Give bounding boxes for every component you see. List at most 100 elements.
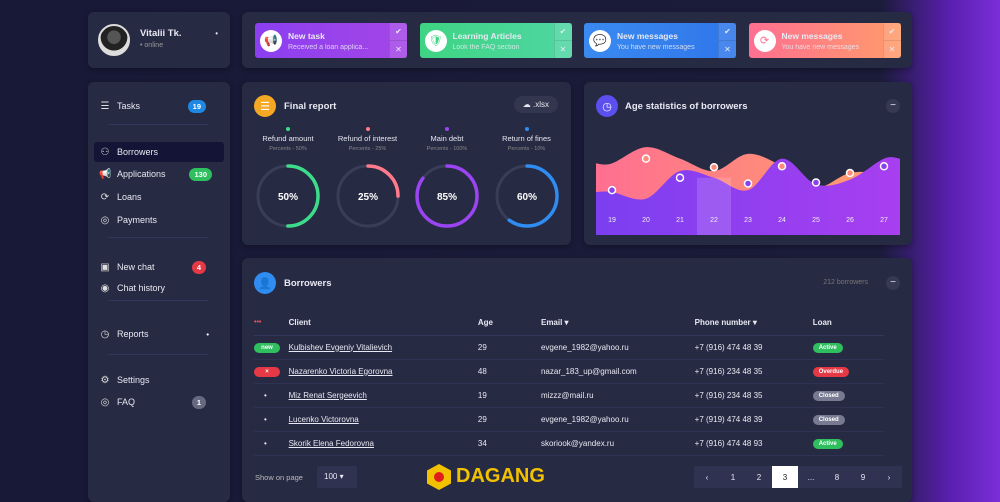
data-point: [777, 162, 787, 171]
accept-check-icon[interactable]: ✔: [553, 23, 572, 40]
gauge-percent: 85%: [437, 192, 457, 203]
profile-menu-dot[interactable]: •: [215, 29, 218, 38]
dismiss-x-icon[interactable]: ✕: [389, 40, 407, 58]
borrowers-table: ••• Client Age Email ▾ Phone number ▾ Loan new…: [254, 311, 884, 456]
x-tick-label: 25: [812, 217, 820, 224]
profile-name: Vitalii Tk.: [140, 28, 182, 39]
report-icon: ☰: [254, 95, 276, 117]
dismiss-x-icon[interactable]: ✕: [882, 40, 901, 58]
table-row[interactable]: • Lucenko Victorovna 29 evgene_1982@yahoo.r…: [254, 407, 884, 432]
sidebar: ☰ Tasks 19 ⚇ Borrowers 📢 Applications 130 ⟳ Loans…: [88, 82, 230, 502]
select-all-dots[interactable]: •••: [254, 311, 289, 336]
page-size-select[interactable]: 100 ▾: [317, 466, 357, 488]
client-link[interactable]: Skorik Elena Fedorovna: [288, 438, 374, 448]
data-point: [743, 179, 753, 188]
prev-page-button[interactable]: ‹: [694, 466, 720, 488]
phone-cell: +7 (919) 474 48 39: [694, 407, 813, 432]
progress-ring: 85%: [415, 164, 479, 228]
sidebar-item-label: Tasks: [117, 101, 141, 111]
notification-card[interactable]: 🛡 Learning Articles Look the FAQ section ✔ ✕: [419, 23, 572, 58]
data-point: [709, 162, 719, 172]
progress-ring: 60%: [494, 164, 559, 228]
sidebar-item-settings[interactable]: ⚙ Settings: [94, 370, 224, 390]
count-badge: 4: [191, 260, 206, 274]
email-cell: nazar_183_up@gmail.com: [540, 359, 695, 384]
email-cell: skoriook@yandex.ru: [540, 431, 695, 456]
sidebar-item-borrowers[interactable]: ⚇ Borrowers: [94, 142, 224, 162]
sidebar-item-chat-history[interactable]: ◉ Chat history: [94, 278, 224, 298]
dismiss-x-icon[interactable]: ✕: [718, 40, 736, 58]
collapse-button[interactable]: −: [886, 99, 900, 113]
profile-card[interactable]: Vitalii Tk. • online •: [88, 12, 230, 68]
loan-status-badge: Active: [812, 342, 843, 353]
age-area-chart: 19 20 21 22 23 24 25 26 27: [596, 147, 900, 235]
gauge-label: Refund amount: [262, 134, 314, 143]
gauge-sublabel: Percents - 25%: [348, 146, 387, 152]
report-gauge: Refund amount Percents - 50% 50%: [249, 127, 327, 232]
shield-icon: 🛡: [424, 29, 447, 52]
sidebar-item-payments[interactable]: ◎ Payments: [94, 210, 224, 230]
count-badge: 130: [189, 167, 212, 181]
phone-cell: +7 (916) 474 48 39: [694, 335, 813, 360]
table-row[interactable]: × Nazarenko Victoria Egorovna 48 nazar_183_…: [254, 359, 884, 384]
expand-dot[interactable]: •: [206, 329, 209, 339]
next-page-button[interactable]: ›: [876, 466, 902, 488]
gear-icon: ⚙: [100, 374, 110, 386]
avatar: [98, 24, 130, 56]
gauge-percent: 25%: [357, 192, 377, 203]
page-button[interactable]: 3: [772, 466, 798, 488]
show-on-page-label: Show on page: [255, 473, 303, 482]
table-row[interactable]: new Kulbishev Evgeniy Vitalievich 29 evgene…: [254, 335, 884, 360]
notification-card[interactable]: ⟳ New messages You have new messages ✔ ✕: [748, 23, 901, 58]
legend-dot: [445, 127, 449, 131]
gauge-sublabel: Percents - 50%: [269, 146, 307, 152]
client-link[interactable]: Kulbishev Evgeniy Vitalievich: [288, 342, 393, 352]
sidebar-item-faq[interactable]: ◎ FAQ 1: [94, 392, 224, 412]
age-cell: 19: [477, 383, 541, 408]
row-tag[interactable]: ×: [254, 366, 280, 377]
accept-check-icon[interactable]: ✔: [389, 23, 407, 40]
page-button[interactable]: 8: [824, 466, 850, 488]
page-button[interactable]: 1: [720, 466, 746, 488]
client-link[interactable]: Lucenko Victorovna: [288, 414, 359, 424]
gauge-percent: 50%: [278, 192, 298, 203]
sidebar-item-label: New chat: [117, 262, 155, 272]
lifebuoy-icon: ◎: [100, 396, 110, 408]
sidebar-item-label: Loans: [117, 192, 142, 202]
notification-text: Received a loan applica...: [288, 43, 369, 51]
row-tag[interactable]: new: [254, 342, 280, 353]
collapse-button[interactable]: −: [886, 276, 900, 290]
page-button[interactable]: ...: [798, 466, 824, 488]
sidebar-item-tasks[interactable]: ☰ Tasks 19: [94, 96, 224, 116]
dismiss-x-icon[interactable]: ✕: [553, 40, 572, 58]
column-header[interactable]: Phone number ▾: [694, 311, 813, 336]
accept-check-icon[interactable]: ✔: [882, 23, 901, 40]
client-link[interactable]: Nazarenko Victoria Egorovna: [288, 366, 393, 376]
sliders-icon: ☰: [100, 100, 110, 112]
sidebar-item-reports[interactable]: ◷ Reports •: [94, 324, 224, 344]
count-badge: 1: [191, 395, 206, 409]
page-button[interactable]: 2: [746, 466, 772, 488]
sidebar-item-applications[interactable]: 📢 Applications 130: [94, 164, 224, 184]
sidebar-item-new-chat[interactable]: ▣ New chat 4: [94, 257, 224, 277]
table-row[interactable]: • Miz Renat Sergeevich 19 mizzz@mail.ru +7 (…: [254, 383, 884, 408]
notification-card[interactable]: 📢 New task Received a loan applica... ✔ ✕: [255, 23, 407, 58]
divider: [108, 354, 208, 355]
age-cell: 29: [477, 407, 541, 432]
table-row[interactable]: • Skorik Elena Fedorovna 34 skoriook@yandex…: [254, 431, 884, 456]
progress-ring: 50%: [256, 164, 320, 228]
sidebar-item-label: Applications: [117, 169, 166, 179]
accept-check-icon[interactable]: ✔: [718, 23, 736, 40]
page-button[interactable]: 9: [850, 466, 876, 488]
count-badge: 19: [187, 99, 206, 113]
watermark-logo: [427, 464, 451, 490]
gauge-sublabel: Percents - 100%: [426, 146, 468, 152]
notification-card[interactable]: 💬 New messages You have new messages ✔ ✕: [584, 23, 736, 58]
age-statistics-panel: ◷ Age statistics of borrowers − 19 20 21 22…: [584, 82, 912, 245]
notification-text: You have new messages: [617, 43, 695, 51]
export-xlsx-button[interactable]: ☁ .xlsx: [513, 96, 558, 113]
panel-title: Age statistics of borrowers: [625, 101, 748, 112]
sidebar-item-loans[interactable]: ⟳ Loans: [94, 187, 224, 207]
client-link[interactable]: Miz Renat Sergeevich: [288, 390, 367, 400]
column-header[interactable]: Email ▾: [540, 311, 695, 336]
